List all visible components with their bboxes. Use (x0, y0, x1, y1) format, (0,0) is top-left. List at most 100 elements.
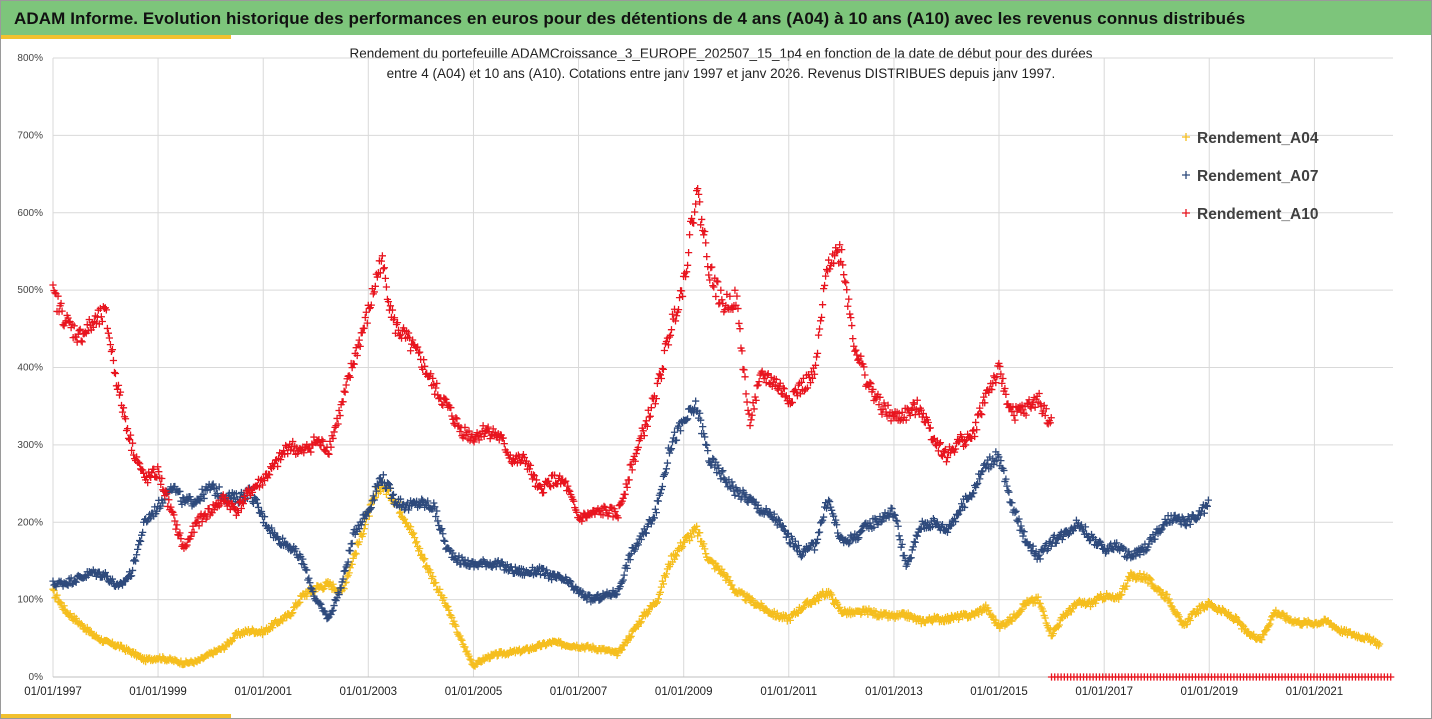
data-point (678, 542, 687, 551)
data-point (814, 596, 823, 605)
data-point (452, 622, 460, 630)
data-point (656, 588, 665, 596)
data-point (817, 313, 826, 321)
data-point (698, 215, 706, 224)
data-point (684, 415, 692, 423)
data-point (303, 592, 311, 600)
data-point (785, 395, 793, 403)
data-point (102, 306, 110, 314)
data-point (828, 506, 836, 514)
data-point (348, 539, 356, 548)
data-point (866, 519, 874, 527)
data-point (440, 594, 448, 602)
data-point (251, 495, 260, 503)
data-point (1177, 520, 1185, 528)
data-point (623, 483, 631, 491)
data-point (710, 283, 718, 291)
x-axis-ticks: 01/01/1997 01/01/1999 01/01/2001 01/01/2003… (24, 686, 1343, 698)
data-point (755, 378, 763, 386)
data-point (1055, 621, 1063, 629)
data-point (791, 537, 799, 545)
data-point (776, 379, 784, 387)
data-point (1123, 582, 1131, 590)
data-point (628, 466, 636, 474)
data-point (634, 443, 642, 452)
data-point (819, 513, 828, 521)
data-point (133, 551, 141, 559)
data-point (810, 546, 819, 554)
data-point (1279, 609, 1287, 618)
data-point (740, 366, 748, 374)
data-point (908, 404, 916, 412)
data-point (989, 612, 997, 620)
data-point (66, 610, 74, 618)
data-point (136, 536, 144, 545)
data-point (434, 517, 442, 525)
data-point (551, 471, 559, 479)
data-point (114, 381, 123, 389)
data-point (642, 529, 650, 537)
data-point (911, 538, 919, 546)
data-point (447, 404, 455, 412)
data-point (924, 418, 932, 427)
data-point (623, 564, 631, 572)
data-point (429, 374, 437, 382)
data-point (135, 458, 143, 466)
data-point (420, 356, 428, 364)
data-point (913, 396, 921, 404)
data-point (700, 540, 708, 548)
data-point (257, 507, 266, 516)
data-point (908, 546, 916, 554)
data-point (564, 482, 572, 490)
data-point (667, 445, 676, 453)
data-point (199, 490, 207, 499)
data-point (345, 372, 353, 380)
data-point (933, 518, 942, 526)
data-point (548, 576, 556, 584)
data-point (128, 439, 137, 447)
series-rendement_a04 (49, 479, 1384, 670)
data-point (657, 374, 666, 383)
data-point (1183, 620, 1191, 628)
data-point (818, 301, 827, 309)
data-point (511, 563, 519, 571)
data-point (565, 486, 573, 494)
data-point (681, 273, 690, 281)
chart-title-line-2: entre 4 (A04) et 10 ans (A10). Cotations… (386, 66, 1056, 81)
data-point (150, 465, 158, 473)
data-point (305, 574, 313, 582)
data-point (988, 385, 996, 394)
data-point (974, 479, 982, 487)
data-point (926, 424, 934, 432)
data-point (645, 413, 653, 421)
data-point (1158, 525, 1166, 533)
data-point (738, 347, 746, 355)
data-point (137, 537, 145, 545)
data-point (976, 475, 984, 483)
data-point (53, 591, 61, 599)
data-point (845, 295, 853, 303)
data-point (674, 306, 683, 314)
chart-title-line-1: Rendement du portefeuille ADAMCroissance… (349, 46, 1093, 61)
data-point (600, 502, 608, 510)
data-point (1157, 526, 1165, 534)
data-point (396, 331, 405, 339)
data-point (139, 528, 147, 536)
data-point (445, 606, 453, 614)
data-point (665, 449, 674, 457)
data-point (701, 545, 709, 553)
data-point (1168, 518, 1176, 526)
data-point (969, 427, 977, 435)
data-point (121, 415, 130, 423)
data-point (479, 422, 487, 430)
data-point (303, 566, 311, 574)
data-point (339, 398, 347, 406)
data-point (448, 412, 456, 420)
data-point (981, 399, 989, 407)
data-point (832, 516, 840, 524)
data-point (664, 341, 673, 349)
data-point (797, 378, 806, 386)
data-point (706, 276, 714, 284)
data-point (342, 381, 350, 389)
